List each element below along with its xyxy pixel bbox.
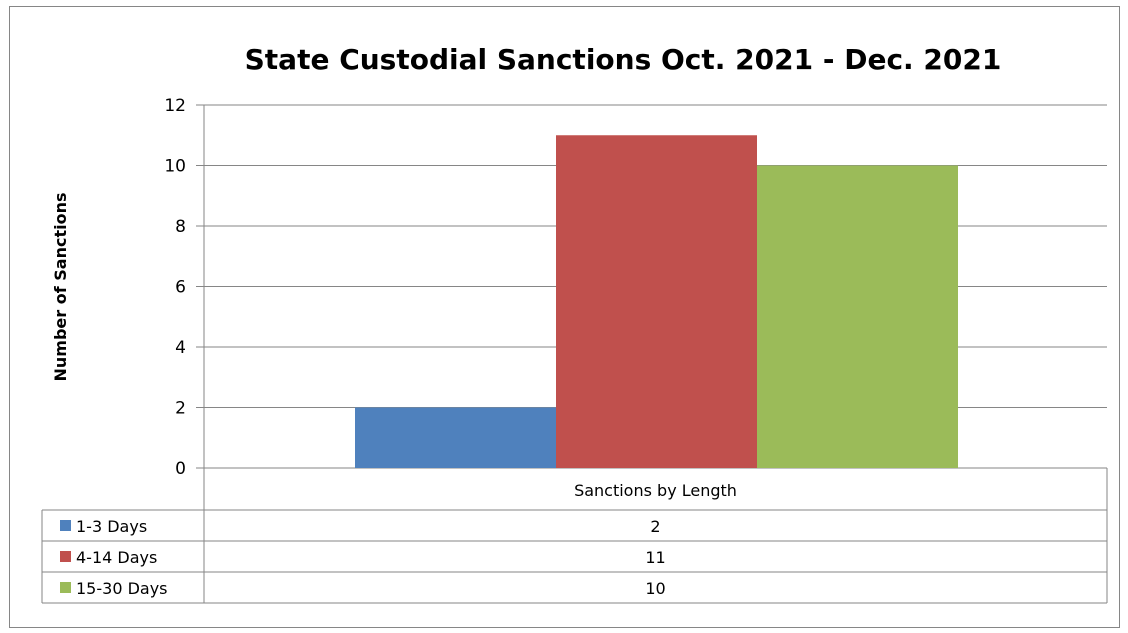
data-label: 2 (650, 517, 660, 536)
y-tick-label: 12 (164, 96, 186, 116)
y-tick-label: 0 (175, 459, 186, 479)
category-label: Sanctions by Length (574, 481, 737, 500)
bar-4-14-days (556, 135, 757, 468)
bar-1-3-days (355, 407, 556, 468)
chart-title: State Custodial Sanctions Oct. 2021 - De… (245, 43, 1002, 76)
y-axis-ticks: 0 2 4 6 8 10 12 (164, 96, 186, 479)
y-axis-label: Number of Sanctions (51, 193, 70, 382)
legend-series-name: 15-30 Days (76, 579, 168, 598)
y-tick-label: 10 (164, 157, 186, 177)
bar-15-30-days (757, 165, 958, 468)
data-label: 10 (645, 579, 665, 598)
legend-key-swatch (60, 582, 71, 593)
y-tick-label: 8 (175, 217, 186, 237)
legend-key-swatch (60, 520, 71, 531)
data-table: Sanctions by Length 1-3 Days 2 4-14 Days 11 1… (41, 468, 1108, 604)
y-tick-label: 2 (175, 399, 186, 419)
y-tick-label: 4 (175, 338, 186, 358)
y-tick-label: 6 (175, 278, 186, 298)
legend-key-swatch (60, 551, 71, 562)
legend-series-name: 4-14 Days (76, 548, 157, 567)
bars (355, 135, 958, 468)
data-label: 11 (645, 548, 665, 567)
legend-series-name: 1-3 Days (76, 517, 147, 536)
